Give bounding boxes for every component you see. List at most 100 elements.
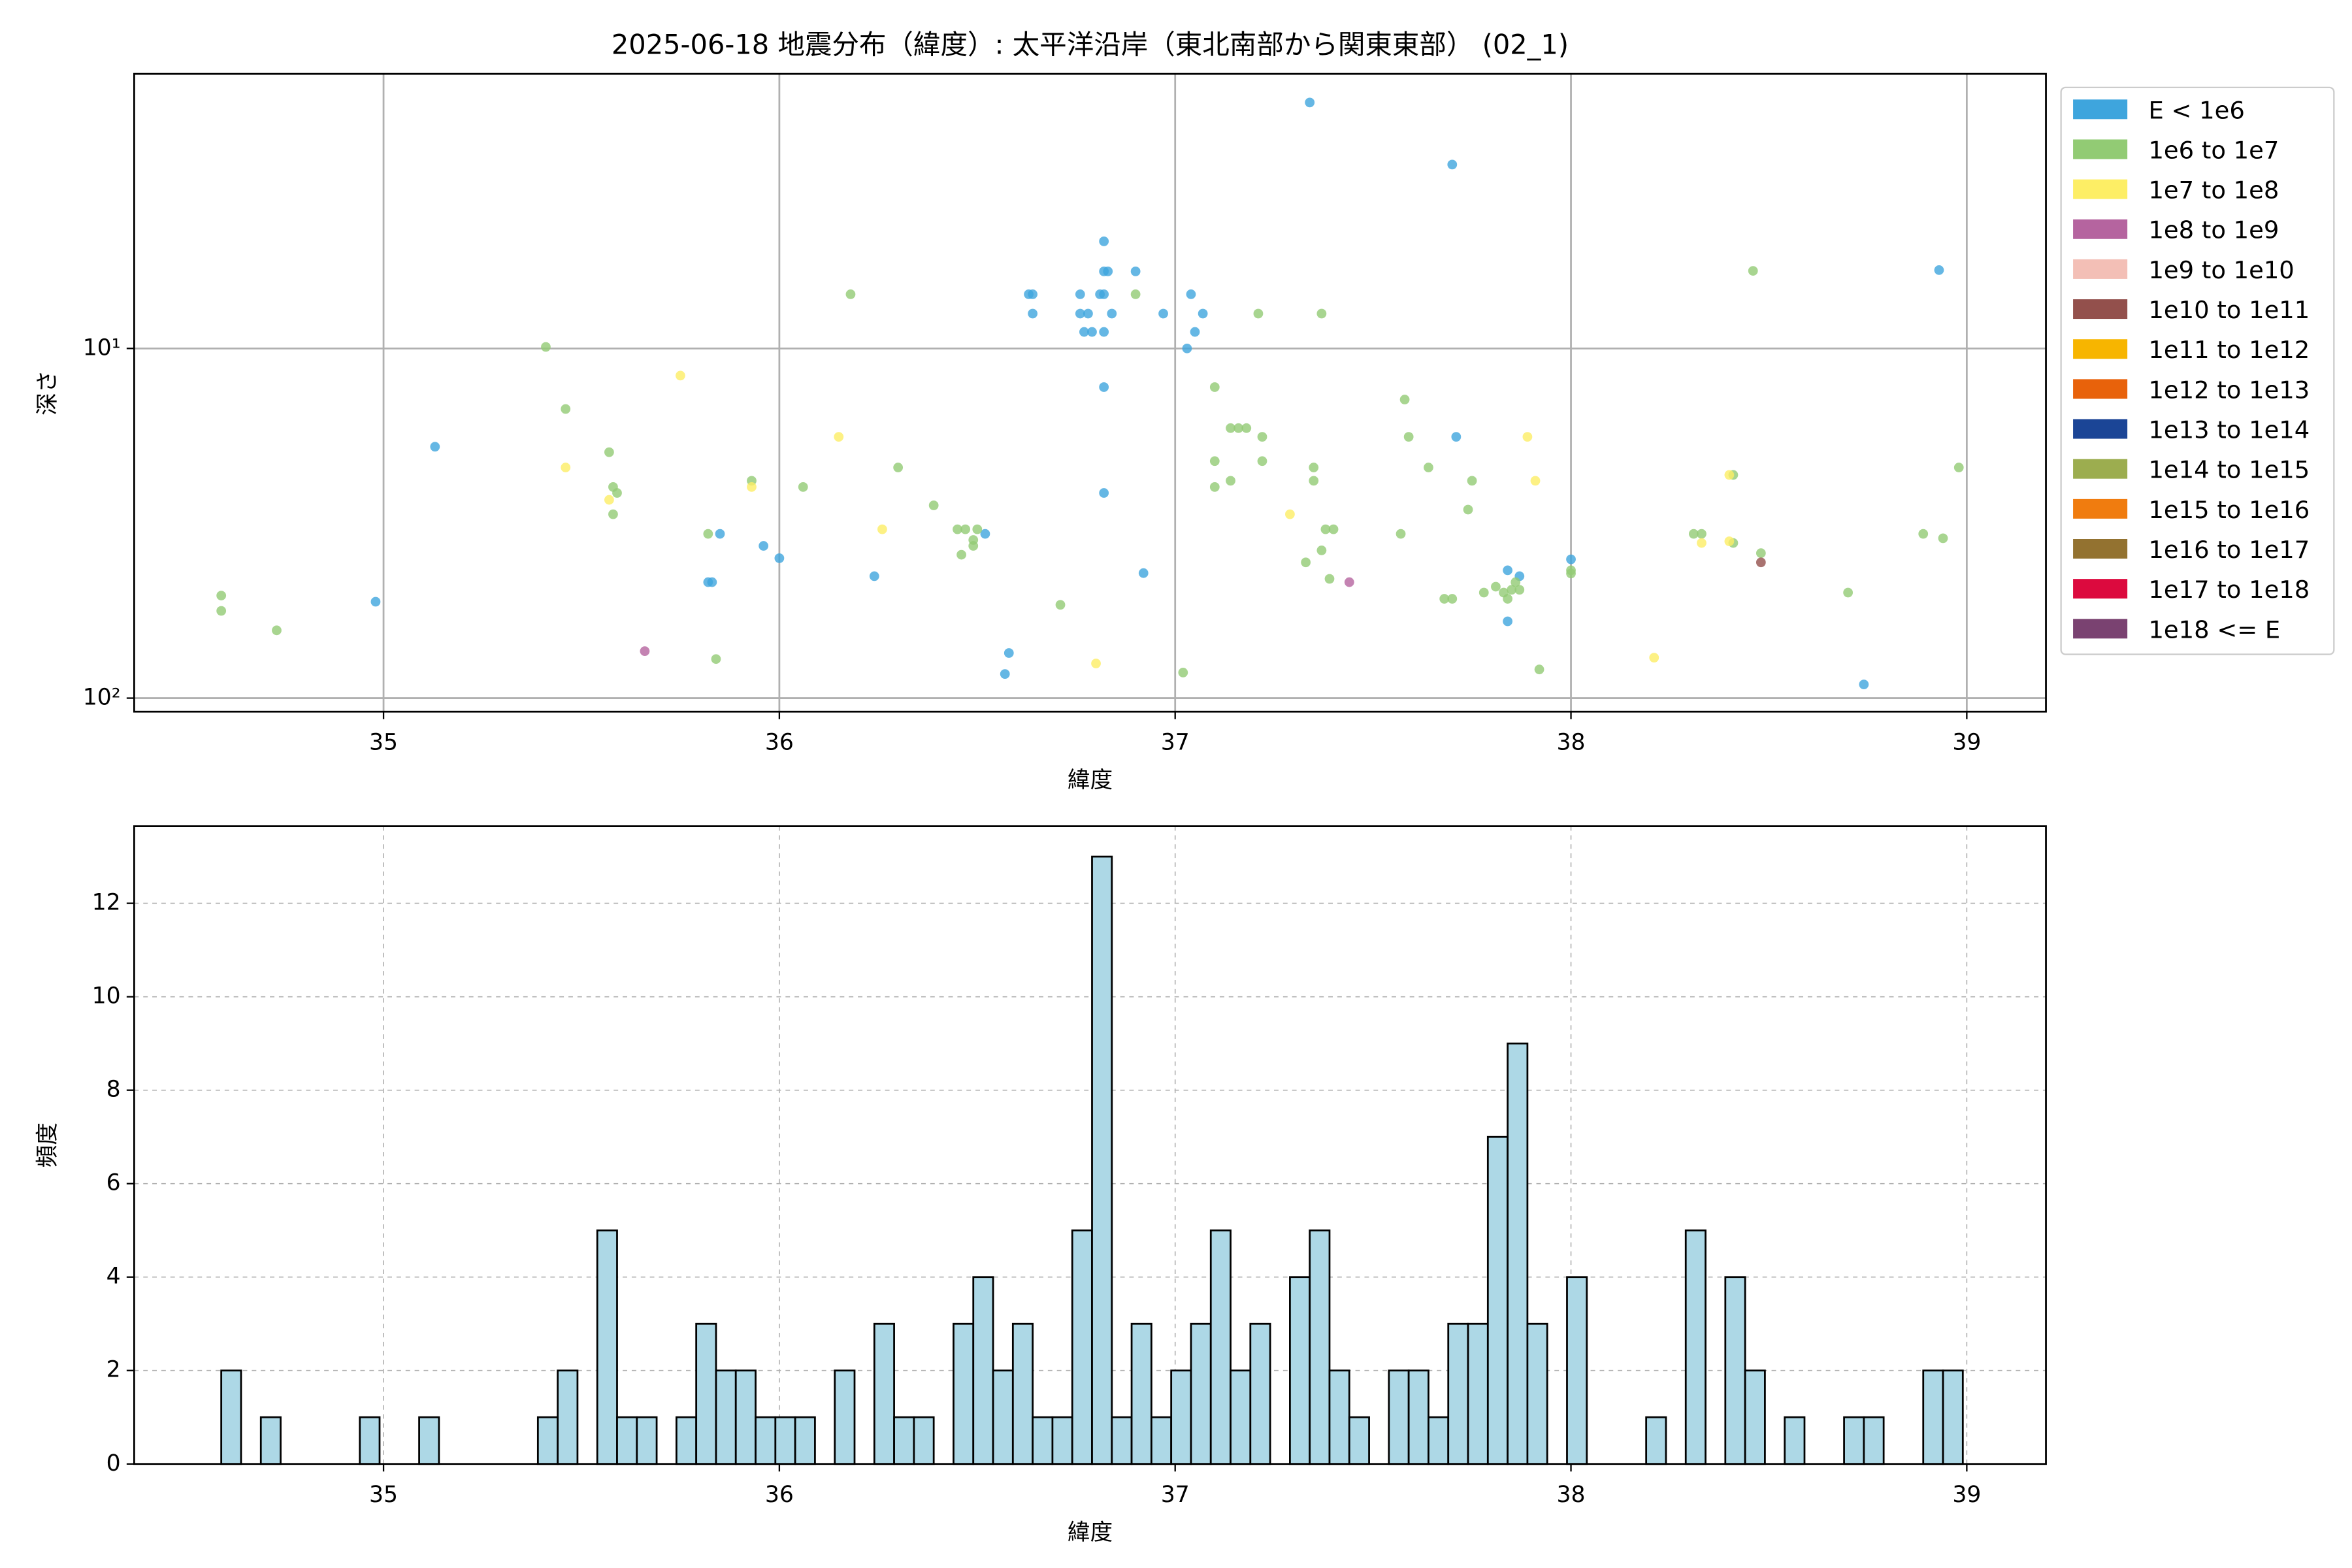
point [1756,557,1766,568]
histogram-bar [1348,1416,1370,1465]
point [1099,382,1109,392]
x-axis-label: 緯度 [1068,1520,1113,1546]
y-tick-label: 10¹ [83,335,121,361]
point [676,370,685,381]
point [1530,476,1541,486]
histogram-bar [616,1416,638,1465]
point [1756,548,1766,559]
point [893,463,904,472]
x-tick-label: 37 [1161,1482,1190,1508]
point [1028,289,1038,299]
histogram-bar [220,1369,242,1465]
x-tick-label: 37 [1161,730,1190,756]
histogram-bar [1170,1369,1192,1465]
point [972,524,983,534]
histogram-bar [953,1322,975,1465]
point [1566,568,1576,579]
point [1182,343,1192,353]
point [1004,648,1014,658]
legend-label: 1e15 to 1e16 [2148,496,2310,524]
point [1478,587,1489,598]
histogram-bar [1032,1416,1054,1465]
point [1178,668,1188,678]
legend-label: E < 1e6 [2148,96,2244,124]
point [1091,659,1101,668]
histogram-bar [873,1322,895,1465]
point [1463,504,1473,515]
histogram-bar [359,1416,381,1465]
point [980,529,990,539]
histogram-bar [695,1322,717,1465]
legend-label: 1e6 to 1e7 [2148,136,2279,164]
point [1344,577,1354,587]
point [877,524,887,534]
point [798,482,808,492]
histogram-bar [734,1369,757,1465]
histogram-bar [1111,1416,1133,1465]
point [1209,382,1220,392]
plot-frame [133,73,2047,713]
histogram-bar [1486,1135,1509,1465]
points [216,97,1964,690]
point [1688,529,1699,539]
point [1107,308,1117,319]
histogram-bar [834,1369,856,1465]
point [1209,482,1220,492]
point [216,591,227,600]
point [1467,476,1477,486]
point [608,509,618,519]
point [707,577,717,587]
point [1083,308,1093,319]
point [715,529,725,539]
point [1511,577,1521,587]
histogram-bar [1091,855,1113,1465]
histogram-bar [1071,1229,1093,1465]
point [1316,308,1327,319]
point [1748,266,1758,276]
legend-swatch [2073,498,2128,519]
point [1075,289,1085,299]
histogram-bar [675,1416,698,1465]
histogram-bar [1784,1416,1806,1465]
point [1843,587,1854,598]
histogram-bar [1230,1369,1252,1465]
legend-swatch [2073,379,2128,399]
legend-label: 1e16 to 1e17 [2148,536,2310,564]
legend-swatch [2073,619,2128,639]
histogram-bar [715,1369,737,1465]
point [1305,97,1315,108]
histogram-bar [1428,1416,1450,1465]
point [845,289,856,299]
point [1403,432,1414,442]
point [869,571,879,581]
point [1328,524,1339,534]
histogram-bar [1843,1416,1865,1465]
point [1233,423,1244,433]
point [1285,509,1295,519]
legend-label: 1e14 to 1e15 [2148,456,2310,484]
point [1503,565,1512,576]
legend-label: 1e12 to 1e13 [2148,376,2310,404]
histogram-bar [1209,1229,1232,1465]
histogram-bar [1467,1322,1489,1465]
point [541,342,551,352]
point [604,447,614,457]
legend-label: 1e8 to 1e9 [2148,216,2279,244]
histogram-bar [794,1416,816,1465]
y-tick-label: 8 [106,1077,121,1103]
point [1198,308,1208,319]
point [1190,327,1200,337]
histogram-bar [1684,1229,1707,1465]
histogram-bar [1011,1322,1034,1465]
point [561,463,571,472]
point [1075,308,1085,319]
point [1697,529,1707,539]
histogram-bar [1249,1322,1271,1465]
point [1099,237,1109,246]
point [956,549,966,560]
point [774,553,785,563]
point [834,432,844,442]
point [216,606,227,616]
x-tick-label: 36 [765,1482,794,1508]
point [1324,574,1335,584]
